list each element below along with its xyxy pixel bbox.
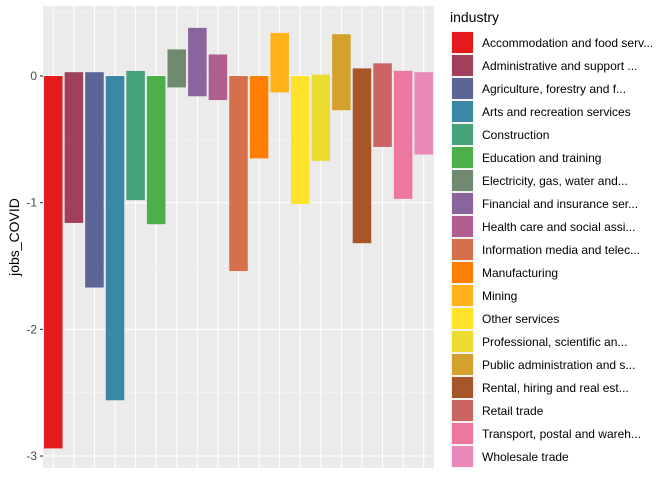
legend-swatch: [452, 285, 473, 306]
legend-label: Information media and telec...: [482, 243, 640, 257]
bar-health-care-and-social-assistance: [208, 54, 228, 101]
legend-item: Public administration and s...: [451, 353, 635, 376]
legend-label: Agriculture, forestry and f...: [482, 82, 626, 96]
bar-agriculture-forestry-and-fishing: [85, 72, 104, 288]
legend-swatch: [452, 55, 473, 76]
legend-item: Financial and insurance ser...: [451, 192, 638, 215]
legend-label: Arts and recreation services: [482, 105, 631, 119]
legend-item: Transport, postal and wareh...: [451, 422, 641, 445]
legend-label: Other services: [482, 312, 559, 326]
y-axis: 0 -1 -2 -3: [26, 69, 43, 463]
legend-item: Health care and social assi...: [451, 215, 635, 238]
legend-swatch: [452, 308, 473, 329]
bar-manufacturing: [249, 76, 269, 159]
legend-swatch: [452, 124, 473, 145]
bar-accommodation-and-food-services: [44, 76, 63, 449]
legend-swatch: [452, 262, 473, 283]
legend-swatch: [452, 400, 473, 421]
legend-label: Education and training: [482, 151, 601, 165]
y-tick-label: 0: [30, 69, 37, 83]
legend-item: Other services: [451, 307, 559, 330]
legend-swatch: [452, 78, 473, 99]
bar-construction: [126, 70, 145, 201]
legend-item: Arts and recreation services: [451, 100, 631, 123]
bar-transport-postal-and-warehousing: [393, 70, 413, 76]
bar-transport-postal-and-warehousing: [393, 70, 413, 199]
legend-swatch: [452, 216, 473, 237]
legend-label: Retail trade: [482, 404, 544, 418]
legend-label: Transport, postal and wareh...: [482, 427, 641, 441]
bar-mining: [270, 32, 289, 93]
bar-arts-and-recreation-services: [105, 76, 125, 401]
legend-item: Manufacturing: [451, 261, 558, 284]
legend-item: Accommodation and food serv...: [451, 31, 653, 54]
legend-swatch: [452, 147, 473, 168]
legend-label: Manufacturing: [482, 266, 558, 280]
bar-financial-and-insurance-services: [188, 27, 207, 97]
legend-swatch: [452, 446, 473, 467]
legend-label: Construction: [482, 128, 549, 142]
y-tick-label: -3: [26, 449, 37, 463]
legend-swatch: [452, 170, 473, 191]
bar-information-media-and-telecommunications: [229, 76, 248, 272]
legend-label: Financial and insurance ser...: [482, 197, 638, 211]
legend-item: Professional, scientific an...: [451, 330, 627, 353]
bar-administrative-and-support-services: [64, 72, 84, 223]
legend-swatch: [452, 101, 473, 122]
bar-retail-trade: [373, 63, 392, 147]
y-tick-label: -2: [26, 322, 37, 336]
bar-electricity-gas-water-and-waste-services: [167, 49, 187, 88]
legend-swatch: [452, 423, 473, 444]
bars: [44, 27, 433, 449]
legend-swatch: [452, 354, 473, 375]
legend-item: Mining: [451, 284, 517, 307]
legend-title: industry: [450, 9, 499, 25]
bar-other-services: [290, 76, 310, 204]
y-tick-label: -1: [26, 196, 37, 210]
legend-label: Administrative and support ...: [482, 59, 637, 73]
legend-label: Accommodation and food serv...: [482, 36, 653, 50]
legend-item: Administrative and support ...: [451, 54, 637, 77]
bar-education-and-training: [146, 76, 166, 225]
legend-item: Retail trade: [451, 399, 544, 422]
legend: Accommodation and food serv... Administra…: [451, 31, 653, 468]
legend-label: Wholesale trade: [482, 450, 569, 464]
legend-swatch: [452, 239, 473, 260]
legend-label: Electricity, gas, water and...: [482, 174, 628, 188]
legend-label: Health care and social assi...: [482, 220, 635, 234]
legend-item: Construction: [451, 123, 549, 146]
legend-item: Rental, hiring and real est...: [451, 376, 629, 399]
bar-rental-hiring-and-real-estate-services: [352, 68, 372, 244]
legend-swatch: [452, 32, 473, 53]
legend-item: Electricity, gas, water and...: [451, 169, 628, 192]
legend-label: Professional, scientific an...: [482, 335, 627, 349]
bar-professional-scientific-and-technical-services: [311, 74, 331, 161]
legend-swatch: [452, 377, 473, 398]
legend-swatch: [452, 193, 473, 214]
bar-public-administration-and-safety: [332, 34, 351, 111]
legend-item: Wholesale trade: [451, 445, 569, 468]
legend-label: Public administration and s...: [482, 358, 635, 372]
legend-swatch: [452, 331, 473, 352]
y-axis-title: jobs_COVID: [6, 198, 22, 277]
legend-label: Mining: [482, 289, 517, 303]
legend-item: Information media and telec...: [451, 238, 640, 261]
legend-label: Rental, hiring and real est...: [482, 381, 629, 395]
legend-item: Education and training: [451, 146, 601, 169]
bar-wholesale-trade: [414, 72, 433, 155]
legend-item: Agriculture, forestry and f...: [451, 77, 626, 100]
